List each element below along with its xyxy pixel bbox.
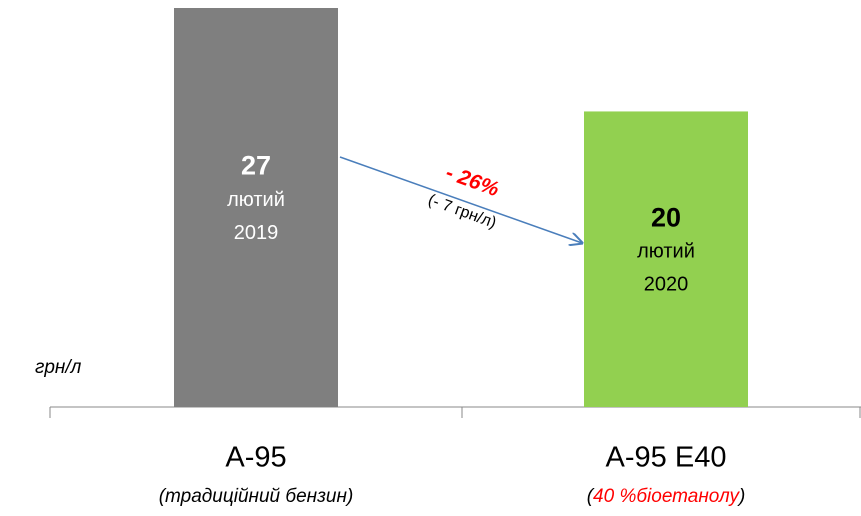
bar-note: лютий [637, 241, 695, 263]
bar-note: 2020 [644, 274, 689, 296]
bar-note: 2019 [234, 222, 279, 244]
category-note-part: ( [587, 486, 595, 507]
value-label: 27 [241, 151, 271, 181]
category-note: (40 %біоетанолу) [587, 486, 746, 507]
bar [174, 8, 338, 407]
x-tick-label: А-95 Е40 [606, 442, 727, 474]
x-tick-label: А-95 [225, 442, 286, 474]
change-arrow [339, 156, 582, 243]
category-note-part: ) [737, 486, 745, 507]
value-label: 20 [651, 202, 681, 232]
category-note-part: 40 %біоетанолу [593, 486, 740, 507]
category-note-part: (традиційний бензин) [159, 486, 354, 507]
bar-note: лютий [227, 189, 285, 211]
y-unit-label: грн/л [35, 357, 82, 378]
bar [584, 111, 748, 407]
category-note: (традиційний бензин) [159, 486, 354, 507]
annotation-percent: - 26% [443, 161, 503, 201]
